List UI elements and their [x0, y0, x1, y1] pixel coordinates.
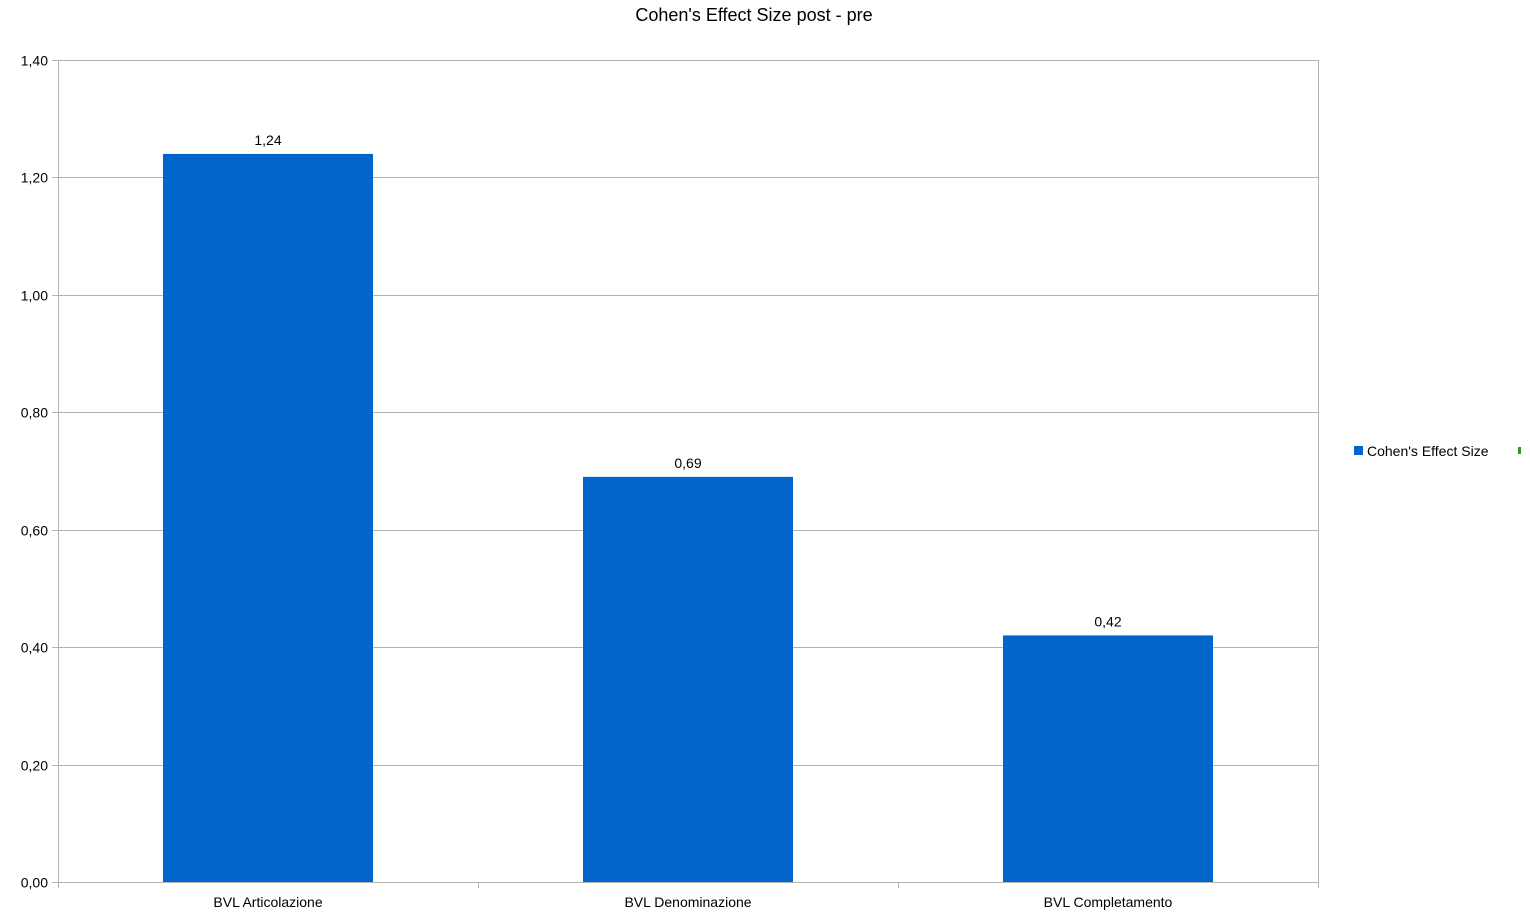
chart-title: Cohen's Effect Size post - pre [635, 5, 872, 25]
data-label: 0,69 [674, 455, 701, 471]
y-tick-label: 0,60 [21, 523, 48, 539]
category-label: BVL Completamento [1044, 894, 1173, 910]
y-tick-label: 0,00 [21, 875, 48, 891]
data-label: 1,24 [254, 132, 281, 148]
bar [163, 153, 373, 882]
plot-area-border [58, 60, 1319, 883]
y-tick-label: 0,80 [21, 405, 48, 421]
legend-label: Cohen's Effect Size [1367, 443, 1489, 459]
bars-layer [163, 153, 1213, 882]
axis-layer [52, 60, 1319, 888]
y-tick-label: 0,40 [21, 640, 48, 656]
legend: Cohen's Effect Size [1354, 443, 1521, 459]
y-tick-label: 1,00 [21, 288, 48, 304]
data-label: 0,42 [1094, 613, 1121, 629]
y-tick-label: 1,20 [21, 170, 48, 186]
legend-swatch [1354, 446, 1363, 455]
legend-edge-mark [1518, 447, 1521, 454]
bar [583, 476, 793, 882]
category-label: BVL Denominazione [624, 894, 751, 910]
y-tick-label: 0,20 [21, 758, 48, 774]
bar [1003, 635, 1213, 882]
labels-layer: 0,00 0,20 0,40 0,60 0,80 1,00 1,20 1,40 1,24 BVL … [21, 53, 1173, 911]
category-label: BVL Articolazione [213, 894, 322, 910]
y-tick-label: 1,40 [21, 53, 48, 69]
